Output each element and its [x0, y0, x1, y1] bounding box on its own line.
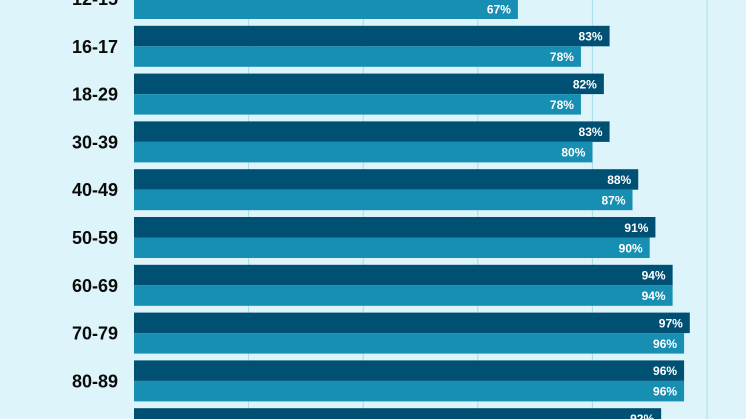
bar-series-1-80-89: [134, 360, 685, 381]
category-label: 12-15: [72, 0, 118, 9]
value-label: 87%: [601, 193, 625, 207]
category-label: 18-29: [72, 85, 118, 105]
value-label: 67%: [487, 2, 511, 16]
value-label: 97%: [659, 316, 683, 330]
value-label: 91%: [624, 221, 648, 235]
bar-series-2-12-15: [134, 0, 518, 19]
category-label: 50-59: [72, 228, 118, 248]
bar-series-1-18-29: [134, 73, 604, 95]
bar-series-1-30-39: [134, 121, 610, 142]
value-label: 78%: [550, 98, 574, 112]
value-label: 83%: [579, 30, 603, 44]
value-label: 96%: [653, 385, 677, 399]
bar-series-1-50-59: [134, 217, 656, 238]
category-label: 60-69: [72, 276, 118, 296]
bar-series-1-60-69: [134, 264, 673, 286]
value-label: 82%: [573, 77, 597, 91]
bar-series-1-70-79: [134, 312, 690, 334]
category-label: 70-79: [72, 324, 118, 344]
category-labels: 12-15 16-17 18-29 30-39 40-49 50-59 60-69 70-79…: [72, 0, 118, 391]
category-label: 80-89: [72, 371, 118, 391]
bar-series-1-16-17: [134, 25, 610, 47]
bar-series-2-60-69: [134, 285, 673, 306]
bar-series-1-40-49: [134, 169, 639, 190]
value-label: 94%: [642, 289, 666, 303]
category-label: 30-39: [72, 132, 118, 152]
bar-series-2-30-39: [134, 141, 593, 163]
bar-series-2-18-29: [134, 94, 581, 115]
value-label: 96%: [653, 364, 677, 378]
value-label: 83%: [579, 125, 603, 139]
value-labels: 67% 83% 78% 82% 78% 83% 80% 88% 87% 91% 90% 94% 94% 9…: [487, 2, 683, 419]
bar-series-2-50-59: [134, 237, 650, 258]
bar-series-1-row-9: [134, 408, 662, 419]
value-label: 96%: [653, 337, 677, 351]
value-label: 92%: [630, 412, 654, 419]
bar-series-2-80-89: [134, 380, 685, 402]
value-label: 94%: [642, 269, 666, 283]
bar-series-2-16-17: [134, 46, 581, 67]
value-label: 78%: [550, 50, 574, 64]
value-label: 88%: [607, 173, 631, 187]
value-label: 80%: [561, 146, 585, 160]
bars: [134, 0, 690, 419]
category-label: 40-49: [72, 180, 118, 200]
value-label: 90%: [619, 241, 643, 255]
bar-series-2-40-49: [134, 189, 633, 211]
category-label: 16-17: [72, 37, 118, 57]
bar-series-2-70-79: [134, 333, 685, 354]
